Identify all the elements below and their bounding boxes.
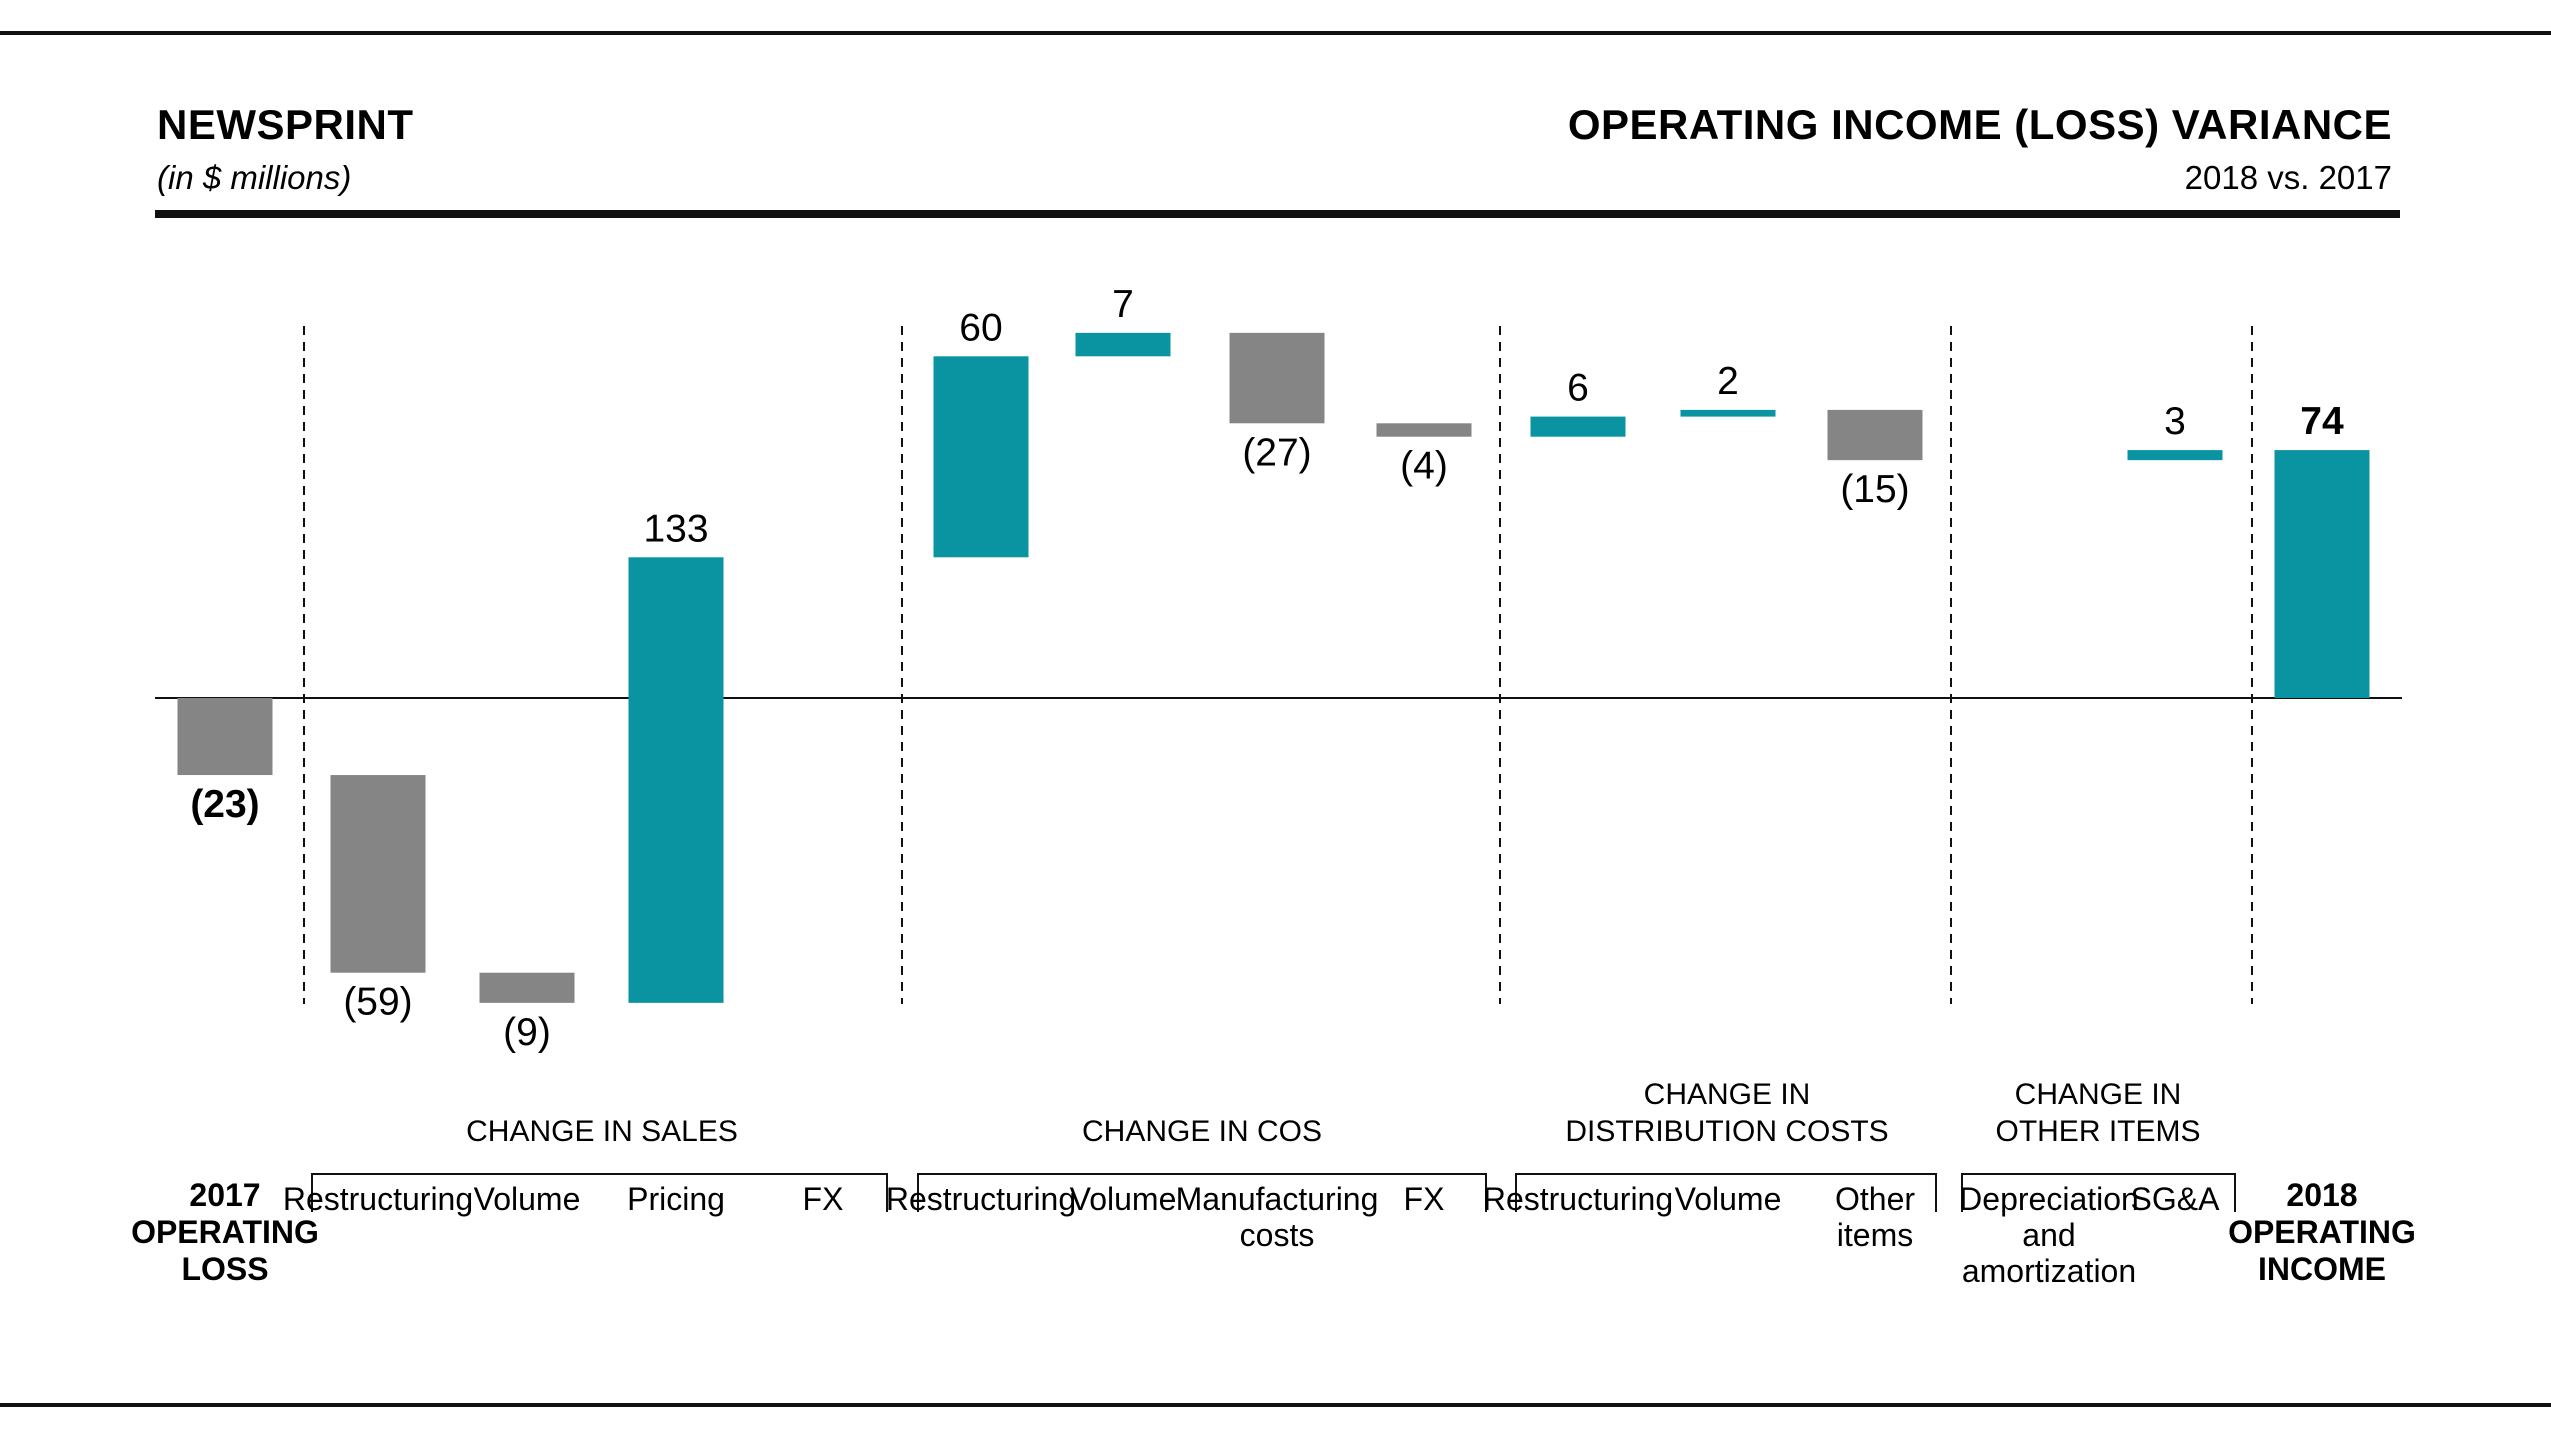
- bar: [1075, 332, 1171, 357]
- category-label: SG&A: [2131, 1181, 2221, 1217]
- bar: [2274, 450, 2370, 698]
- group-label: CHANGE IN COS: [1082, 1115, 1322, 1148]
- category-label: Volume: [1070, 1181, 1177, 1217]
- group-labels: CHANGE IN SALES CHANGE IN COS CHANGE IN DIS…: [466, 1078, 2200, 1148]
- group-bracket: [311, 1173, 888, 1212]
- category-label: FX: [1404, 1181, 1445, 1217]
- value-label: (9): [503, 1011, 551, 1054]
- bar: [628, 557, 724, 1003]
- value-label: (15): [1840, 468, 1909, 511]
- bar: [1229, 332, 1325, 424]
- chart-subtitle-right: 2018 vs. 2017: [2185, 159, 2392, 196]
- group-separators: [303, 326, 2253, 1004]
- category-label: Other items: [1835, 1181, 1915, 1253]
- group-label: CHANGE IN SALES: [466, 1115, 738, 1148]
- value-labels: (23) (59) (9) 133 60 7 (27) (4) 6 2 (15) 3 74: [190, 283, 2344, 1054]
- category-label: 2017 OPERATING LOSS: [131, 1177, 319, 1287]
- value-label: (23): [190, 783, 259, 826]
- bar: [479, 972, 575, 1003]
- category-label: Restructuring: [283, 1181, 473, 1217]
- bar: [177, 698, 273, 776]
- group-label: CHANGE IN DISTRIBUTION COSTS: [1565, 1078, 1888, 1148]
- value-label: (4): [1400, 445, 1448, 488]
- chart-title-left: NEWSPRINT: [157, 101, 414, 148]
- value-label: 74: [2300, 400, 2344, 443]
- bar: [1376, 423, 1472, 437]
- value-label: 60: [959, 306, 1002, 349]
- chart-unit: (in $ millions): [157, 159, 351, 196]
- value-label: (59): [343, 981, 412, 1024]
- category-label: 2018 OPERATING INCOME: [2228, 1177, 2416, 1287]
- category-label: Volume: [1675, 1181, 1782, 1217]
- category-label: Depreciation and amortization: [1959, 1181, 2139, 1289]
- bar: [1530, 416, 1626, 437]
- bars: [177, 332, 2370, 1003]
- value-label: (27): [1242, 431, 1311, 474]
- bar: [933, 356, 1029, 558]
- group-brackets: [311, 1173, 2236, 1212]
- bar: [2127, 450, 2223, 461]
- category-label: Volume: [474, 1181, 581, 1217]
- value-label: 6: [1567, 367, 1589, 410]
- group-bracket: [1515, 1173, 1937, 1212]
- bar: [330, 775, 426, 973]
- group-bracket: [917, 1173, 1487, 1212]
- value-label: 3: [2164, 400, 2186, 443]
- value-label: 133: [643, 507, 708, 550]
- category-label: FX: [803, 1181, 844, 1217]
- value-label: 7: [1112, 283, 1134, 326]
- category-label: Manufacturing costs: [1176, 1181, 1379, 1253]
- value-label: 2: [1717, 360, 1739, 403]
- group-label: CHANGE IN OTHER ITEMS: [1995, 1078, 2200, 1148]
- bar: [1680, 409, 1776, 417]
- category-label: Pricing: [627, 1181, 725, 1217]
- category-label: Restructuring: [886, 1181, 1076, 1217]
- chart-title-right: OPERATING INCOME (LOSS) VARIANCE: [1568, 101, 2392, 148]
- group-bracket: [1961, 1173, 2236, 1212]
- bar: [1827, 409, 1923, 461]
- category-label: Restructuring: [1483, 1181, 1673, 1217]
